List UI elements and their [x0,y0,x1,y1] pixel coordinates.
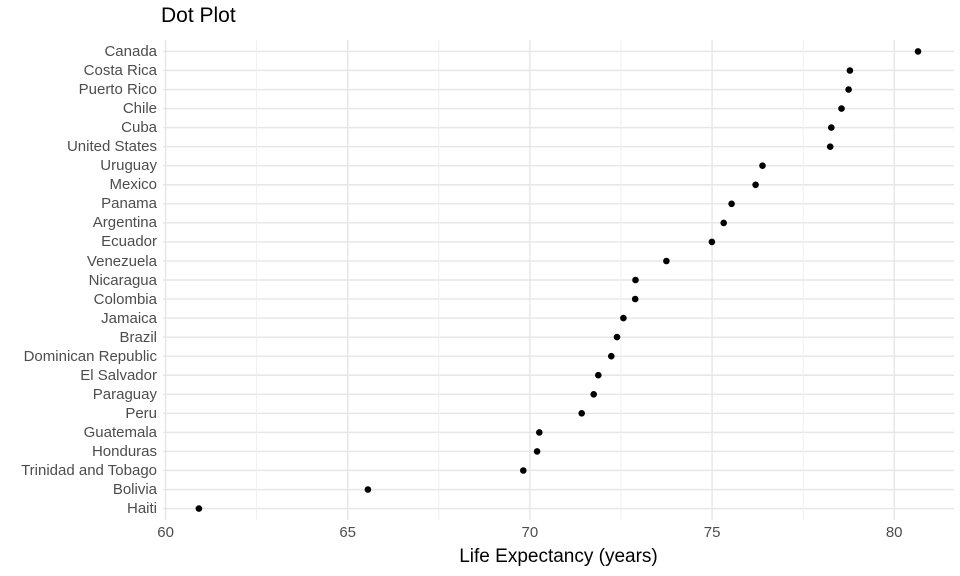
data-point [620,314,627,322]
data-point [536,429,543,436]
data-point [828,124,835,131]
y-axis-label: Guatemala [83,423,157,441]
data-point [364,486,372,493]
y-axis-label: Ecuador [101,233,157,251]
y-axis-label: Cuba [121,119,157,137]
data-point [663,257,670,265]
y-axis-label: Mexico [109,176,157,194]
y-axis-label: Puerto Rico [78,81,157,98]
data-point [632,276,639,284]
x-axis-tick-label: 60 [157,524,174,541]
x-axis-tick-label: 80 [885,524,903,541]
data-point [759,162,766,169]
data-point [720,219,727,227]
x-axis-tick-label: 65 [339,524,357,541]
data-point [590,391,597,398]
y-axis-label: Argentina [92,214,157,232]
x-axis-tick-label: 70 [521,524,539,541]
data-point [914,48,922,55]
data-point [845,86,852,93]
data-point [613,333,621,341]
y-axis-label: Peru [125,404,157,422]
data-point [708,238,716,246]
y-axis-label: United States [66,138,157,156]
y-axis-label: Uruguay [100,157,157,175]
y-axis-label: Colombia [93,290,157,308]
data-point [520,467,527,474]
y-axis-label: Panama [101,195,157,213]
y-axis-label: Venezuela [86,252,157,270]
y-axis-label: Dominican Republic [23,347,157,365]
data-point [826,143,834,150]
x-axis-title: Life Expectancy (years) [459,546,658,567]
data-point [728,200,735,208]
data-point [608,352,615,360]
data-point [838,105,845,112]
data-point [595,371,602,379]
y-axis-label: Jamaica [101,309,157,327]
y-axis-label: Chile [122,100,157,118]
y-axis-label: Trinidad and Tobago [21,462,157,479]
y-axis-label: Nicaragua [88,271,157,289]
y-axis-label: Haiti [126,500,157,518]
plot-title: Dot Plot [161,4,236,27]
data-point [578,410,585,417]
data-point [846,67,854,74]
data-point [752,181,759,189]
data-point [533,448,541,455]
y-axis-label: Paraguay [92,385,157,403]
y-axis-label: Canada [104,42,157,60]
y-axis-label: El Salvador [80,366,157,384]
data-point [195,505,203,512]
y-axis-label: Honduras [91,442,157,460]
y-axis-label: Brazil [119,328,157,346]
x-axis-tick-label: 75 [703,524,721,541]
data-point [631,295,639,303]
y-axis-label: Bolivia [112,481,157,498]
y-axis-label: Costa Rica [83,62,157,79]
